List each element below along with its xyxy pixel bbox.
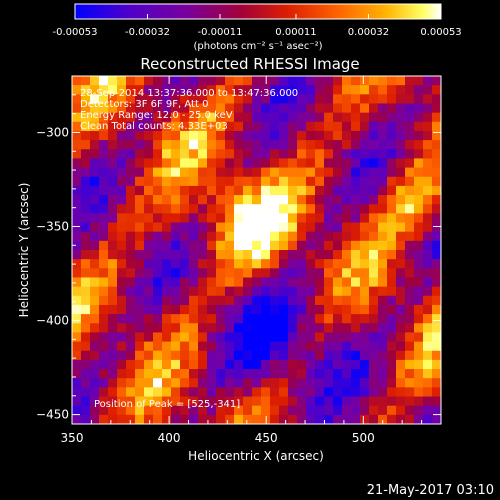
x-axis: 350 400 450 500 bbox=[61, 76, 442, 445]
colorbar-tick-label: 0.00053 bbox=[420, 27, 461, 38]
peak-position-label: Position of Peak = [525,-341] bbox=[94, 399, 240, 410]
y-tick-label: −450 bbox=[36, 408, 69, 422]
colorbar-tick-label: 0.00011 bbox=[275, 27, 316, 38]
image-annotations: 28-Sep-2014 13:37:36.000 to 13:47:36.000… bbox=[80, 88, 298, 132]
colorbar-gradient bbox=[74, 3, 442, 20]
plot-area: 28-Sep-2014 13:37:36.000 to 13:47:36.000… bbox=[71, 75, 442, 425]
colorbar-ticks: -0.00053 -0.00032 -0.00011 0.00011 0.00032 0.… bbox=[53, 14, 462, 38]
colorbar-tick-label: -0.00053 bbox=[53, 27, 98, 38]
colorbar: -0.00053 -0.00032 -0.00011 0.00011 0.00032 0.… bbox=[53, 3, 462, 52]
annotation-line: 28-Sep-2014 13:37:36.000 to 13:47:36.000 bbox=[80, 88, 298, 99]
colorbar-tick-label: -0.00032 bbox=[125, 27, 170, 38]
y-tick-label: −300 bbox=[36, 125, 69, 139]
x-tick-label: 450 bbox=[255, 431, 278, 445]
colorbar-tick-label: -0.00011 bbox=[198, 27, 243, 38]
x-tick-label: 350 bbox=[61, 431, 84, 445]
colorbar-tick-label: 0.00032 bbox=[348, 27, 389, 38]
timestamp: 21-May-2017 03:10 bbox=[367, 483, 494, 498]
y-tick-label: −400 bbox=[36, 314, 69, 328]
heatmap-cells bbox=[72, 76, 441, 424]
x-tick-label: 400 bbox=[158, 431, 181, 445]
x-tick-label: 500 bbox=[352, 431, 375, 445]
y-axis: −300 −350 −400 −450 bbox=[36, 75, 441, 422]
y-axis-label: Heliocentric Y (arcsec) bbox=[17, 183, 31, 318]
chart-title: Reconstructed RHESSI Image bbox=[140, 55, 359, 73]
x-axis-label: Heliocentric X (arcsec) bbox=[188, 449, 324, 463]
y-tick-label: −350 bbox=[36, 219, 69, 233]
colorbar-units: (photons cm⁻² s⁻¹ asec⁻²) bbox=[193, 41, 322, 52]
annotation-line: Clean Total counts: 4.33E+03 bbox=[80, 121, 228, 132]
annotation-line: Detectors: 3F 6F 9F, Att 0 bbox=[80, 99, 208, 110]
annotation-line: Energy Range: 12.0 - 25.0 keV bbox=[80, 110, 233, 121]
plot-frame bbox=[71, 75, 442, 425]
